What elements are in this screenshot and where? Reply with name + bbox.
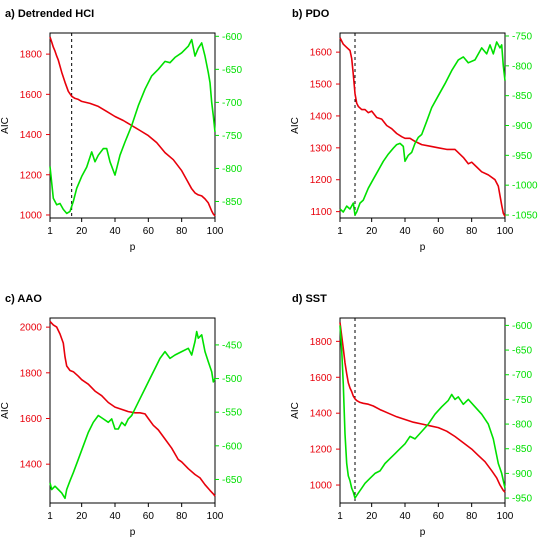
chart-title: d) SST <box>292 293 327 305</box>
x-tick-label: 40 <box>109 226 121 237</box>
plot-frame <box>49 317 216 504</box>
y-left-tick-label: 1400 <box>310 111 333 122</box>
series-line-left <box>49 320 216 497</box>
y-right-tick-label: -850 <box>512 444 532 455</box>
x-tick-label: 20 <box>76 511 88 522</box>
y-right-tick-label: -950 <box>512 151 532 162</box>
x-tick-label: 80 <box>466 511 478 522</box>
x-tick-label: 60 <box>143 511 155 522</box>
x-tick-label: 60 <box>433 511 445 522</box>
y-left-tick-label: 1800 <box>20 50 43 61</box>
y-right-tick-label: -800 <box>512 420 532 431</box>
series-line-left <box>49 36 216 217</box>
y-right-tick-label: -650 <box>512 346 532 357</box>
x-tick-label: 20 <box>366 511 378 522</box>
chart-panel-detrended-hci: a) Detrended HCI 1 20 40 60 80 100 p 1000 1200 140… <box>0 8 242 253</box>
y-axis-label: AIC <box>290 402 301 419</box>
series-line-left <box>339 37 506 217</box>
y-axis-label: AIC <box>0 117 11 134</box>
x-axis-label: p <box>130 242 136 253</box>
chart-title: c) AAO <box>5 293 42 305</box>
y-right-tick-label: -800 <box>512 61 532 72</box>
y-left-tick-label: 1500 <box>310 80 333 91</box>
y-right-tick-label: -600 <box>222 441 242 452</box>
y-right-tick-label: -650 <box>222 475 242 486</box>
y-right-tick-label: -950 <box>512 494 532 505</box>
y-right-tick-label: -750 <box>512 31 532 42</box>
series-line-right <box>49 330 216 500</box>
series-line-right <box>339 325 506 499</box>
plot-frame <box>339 32 506 219</box>
x-tick-label: 60 <box>143 226 155 237</box>
chart-title: b) PDO <box>292 8 330 20</box>
x-axis-label: p <box>130 527 136 538</box>
x-tick-label: 100 <box>207 226 224 237</box>
x-tick-label: 1 <box>337 511 343 522</box>
y-left-tick-label: 1600 <box>20 414 43 425</box>
y-left-tick-label: 1300 <box>310 143 333 154</box>
x-axis-label: p <box>420 527 426 538</box>
chart-title: a) Detrended HCI <box>5 8 94 20</box>
x-tick-label: 1 <box>47 226 53 237</box>
x-tick-label: 20 <box>76 226 88 237</box>
chart-panel-pdo: b) PDO 1 20 40 60 80 100 p 1100 1200 1300 1400 1500 1… <box>290 8 538 253</box>
x-tick-label: 100 <box>207 511 224 522</box>
x-tick-label: 40 <box>109 511 121 522</box>
x-tick-label: 20 <box>366 226 378 237</box>
y-right-tick-label: -1000 <box>512 181 538 192</box>
y-right-tick-label: -800 <box>222 164 242 175</box>
y-right-tick-label: -700 <box>512 370 532 381</box>
y-right-tick-label: -850 <box>222 197 242 208</box>
y-right-tick-label: -750 <box>512 395 532 406</box>
series-line-right <box>339 41 506 216</box>
y-right-tick-label: -500 <box>222 374 242 385</box>
y-left-tick-label: 1000 <box>310 481 333 492</box>
y-left-tick-label: 1200 <box>20 170 43 181</box>
chart-panel-aao: c) AAO 1 20 40 60 80 100 p 1400 1600 1800 2000 AIC -4… <box>0 293 242 538</box>
chart-panel-sst: d) SST 1 20 40 60 80 100 p 1000 1200 1400 1600 1800 A… <box>290 293 532 538</box>
y-left-tick-label: 1600 <box>20 90 43 101</box>
x-tick-label: 1 <box>47 511 53 522</box>
y-left-tick-label: 1400 <box>310 409 333 420</box>
y-left-tick-label: 1800 <box>310 337 333 348</box>
x-tick-label: 80 <box>176 511 188 522</box>
y-left-tick-label: 2000 <box>20 323 43 334</box>
x-tick-label: 100 <box>497 226 514 237</box>
y-left-tick-label: 1200 <box>310 175 333 186</box>
y-right-tick-label: -450 <box>222 340 242 351</box>
y-left-tick-label: 1400 <box>20 460 43 471</box>
series-line-left <box>339 322 506 493</box>
y-left-tick-label: 1800 <box>20 368 43 379</box>
x-tick-label: 80 <box>176 226 188 237</box>
y-right-tick-label: -750 <box>222 131 242 142</box>
y-left-tick-label: 1000 <box>20 210 43 221</box>
y-right-tick-label: -600 <box>222 32 242 43</box>
y-right-tick-label: -550 <box>222 408 242 419</box>
x-tick-label: 80 <box>466 226 478 237</box>
plot-frame <box>339 317 506 504</box>
y-axis-label: AIC <box>290 117 301 134</box>
x-tick-label: 100 <box>497 511 514 522</box>
y-right-tick-label: -850 <box>512 91 532 102</box>
y-right-tick-label: -900 <box>512 469 532 480</box>
y-left-tick-label: 1600 <box>310 373 333 384</box>
x-tick-label: 1 <box>337 226 343 237</box>
y-right-tick-label: -700 <box>222 98 242 109</box>
x-tick-label: 40 <box>399 226 411 237</box>
x-axis-label: p <box>420 242 426 253</box>
y-axis-label: AIC <box>0 402 11 419</box>
y-left-tick-label: 1200 <box>310 445 333 456</box>
x-tick-label: 60 <box>433 226 445 237</box>
series-line-right <box>49 38 216 215</box>
y-right-tick-label: -900 <box>512 121 532 132</box>
x-tick-label: 40 <box>399 511 411 522</box>
y-right-tick-label: -650 <box>222 65 242 76</box>
y-right-tick-label: -600 <box>512 321 532 332</box>
y-right-tick-label: -1050 <box>512 211 538 222</box>
y-left-tick-label: 1400 <box>20 130 43 141</box>
y-left-tick-label: 1100 <box>310 207 332 218</box>
y-left-tick-label: 1600 <box>310 48 333 59</box>
